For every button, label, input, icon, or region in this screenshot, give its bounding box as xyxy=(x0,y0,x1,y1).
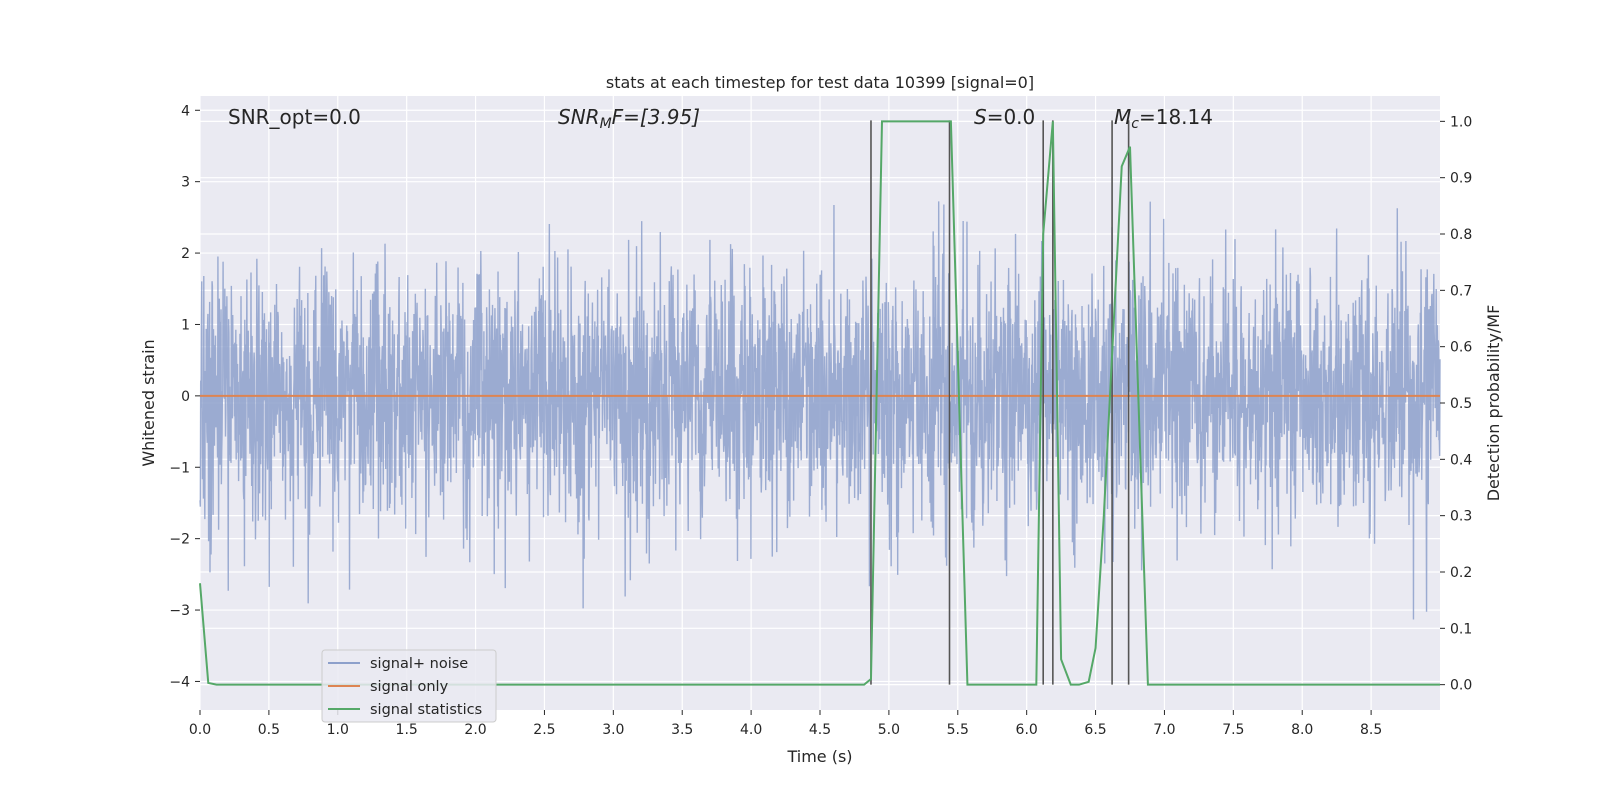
y-tick-label: 3 xyxy=(181,175,190,191)
series-signal-statistics xyxy=(199,120,1440,686)
x-tick-label: 3.0 xyxy=(602,722,624,738)
x-axis-label: Time (s) xyxy=(786,747,852,766)
x-tick-label: 2.5 xyxy=(533,722,555,738)
y-tick-label: 2 xyxy=(181,246,190,262)
chart-title: stats at each timestep for test data 103… xyxy=(606,73,1034,92)
x-tick-label: 4.0 xyxy=(740,722,762,738)
x-tick-label: 2.0 xyxy=(464,722,486,738)
y2-tick-label: 0.8 xyxy=(1450,227,1472,243)
y-tick-label: −1 xyxy=(169,460,190,476)
annotation-mc: Mc=18.14 xyxy=(1114,105,1213,132)
y2-tick-label: 0.4 xyxy=(1450,452,1472,468)
legend-label-signal-only: signal only xyxy=(370,679,449,695)
y2-tick-label: 0.0 xyxy=(1450,678,1472,694)
noise-series xyxy=(199,201,1441,620)
legend-label-signal-noise: signal+ noise xyxy=(370,656,468,672)
legend-label-signal-statistics: signal statistics xyxy=(370,702,482,718)
y-tick-label: 1 xyxy=(181,317,190,333)
y-axis-ticks: 4 3 2 1 0 −1 −2 −3 −4 xyxy=(169,103,200,690)
x-tick-label: 4.5 xyxy=(809,722,831,738)
x-tick-label: 1.0 xyxy=(327,722,349,738)
x-tick-label: 8.5 xyxy=(1360,722,1382,738)
annotation-snr-opt: SNR_opt=0.0 xyxy=(228,105,361,129)
series-signal-noise xyxy=(199,201,1441,620)
annotation-s-stat: S=0.0 xyxy=(974,105,1035,129)
y-tick-label: −4 xyxy=(169,674,190,690)
y2-tick-label: 0.7 xyxy=(1450,283,1472,299)
x-tick-label: 0.5 xyxy=(258,722,280,738)
x-tick-label: 5.5 xyxy=(947,722,969,738)
y2-tick-label: 0.1 xyxy=(1450,621,1472,637)
y2-tick-label: 0.5 xyxy=(1450,396,1472,412)
y2-tick-label: 0.3 xyxy=(1450,509,1472,525)
legend-box xyxy=(321,649,497,723)
y2-tick-label: 0.2 xyxy=(1450,565,1472,581)
y2-tick-label: 1.0 xyxy=(1450,114,1472,130)
y-tick-label: 4 xyxy=(181,103,190,119)
x-tick-label: 5.0 xyxy=(878,722,900,738)
x-axis-ticks: 0.0 0.5 1.0 1.5 2.0 2.5 3.0 3.5 4.0 4.5 5.0 5.5 6.0 6… xyxy=(189,710,1382,738)
y-tick-label: −3 xyxy=(169,603,190,619)
x-tick-label: 0.0 xyxy=(189,722,211,738)
y2-tick-label: 0.9 xyxy=(1450,171,1472,187)
y2-axis-ticks: 1.0 0.9 0.8 0.7 0.6 0.5 0.4 0.3 0.2 0.1 0.0 xyxy=(1440,114,1472,694)
y2-axis-label: Detection probability/MF xyxy=(1484,305,1503,502)
y2-tick-label: 0.6 xyxy=(1450,340,1472,356)
legend: signal+ noise signal only signal statist… xyxy=(321,649,497,723)
annotation-snr-mf: SNRMF=[3.95] xyxy=(558,105,700,132)
x-tick-label: 3.5 xyxy=(671,722,693,738)
series-layer xyxy=(199,120,1440,686)
y-tick-label: 0 xyxy=(181,389,190,405)
y-axis-label: Whitened strain xyxy=(139,339,158,466)
x-tick-label: 6.0 xyxy=(1016,722,1038,738)
x-tick-label: 8.0 xyxy=(1291,722,1313,738)
x-tick-label: 7.0 xyxy=(1153,722,1175,738)
y-tick-label: −2 xyxy=(169,532,190,548)
annotation-snr-mf-suffix: F=[3.95] xyxy=(612,105,700,129)
x-tick-label: 1.5 xyxy=(396,722,418,738)
x-tick-label: 6.5 xyxy=(1084,722,1106,738)
x-tick-label: 7.5 xyxy=(1222,722,1244,738)
